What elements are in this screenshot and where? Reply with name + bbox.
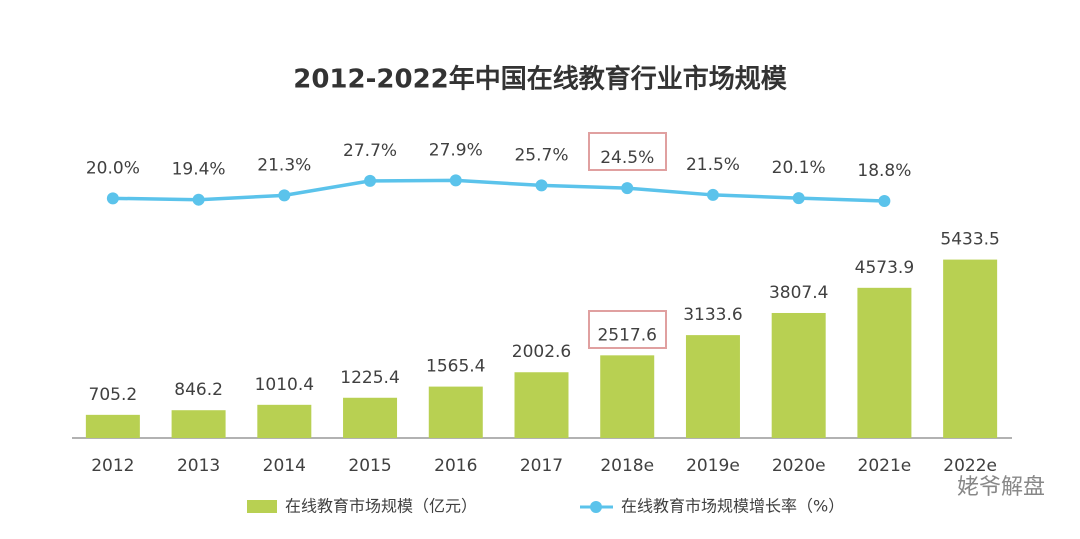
data-label: 705.2 bbox=[89, 385, 138, 405]
line-point bbox=[535, 179, 548, 192]
bar bbox=[943, 259, 998, 438]
legend-label: 在线教育市场规模增长率（%） bbox=[621, 497, 844, 516]
data-label: 18.8% bbox=[857, 161, 911, 181]
line bbox=[112, 178, 885, 203]
x-tick-label: 2013 bbox=[177, 456, 220, 476]
line-point bbox=[878, 195, 891, 208]
line-point bbox=[621, 182, 634, 195]
x-tick-label: 2021e bbox=[858, 456, 912, 476]
x-tick-label: 2016 bbox=[434, 456, 477, 476]
bar bbox=[171, 410, 226, 438]
line-point bbox=[106, 192, 119, 205]
x-tick-label: 2014 bbox=[263, 456, 306, 476]
data-label: 20.1% bbox=[772, 158, 826, 178]
bar bbox=[771, 312, 826, 438]
highlight-box bbox=[588, 310, 667, 349]
x-tick-label: 2015 bbox=[348, 456, 391, 476]
bar bbox=[343, 397, 398, 438]
line-point bbox=[706, 188, 719, 201]
bar bbox=[600, 355, 655, 438]
line-point bbox=[792, 192, 805, 205]
data-label: 1010.4 bbox=[255, 375, 314, 395]
line-point bbox=[364, 174, 377, 187]
data-label: 3133.6 bbox=[683, 305, 742, 325]
data-label: 3807.4 bbox=[769, 283, 828, 303]
x-tick-label: 2020e bbox=[772, 456, 826, 476]
legend-swatch bbox=[247, 500, 277, 513]
x-tick-label: 2022e bbox=[943, 456, 997, 476]
watermark: 姥爷解盘 bbox=[957, 475, 1045, 500]
data-label: 1225.4 bbox=[340, 368, 399, 388]
bar bbox=[685, 335, 740, 438]
data-label: 4573.9 bbox=[855, 258, 914, 278]
data-label: 19.4% bbox=[172, 160, 226, 180]
data-label: 846.2 bbox=[174, 380, 223, 400]
data-label: 5433.5 bbox=[940, 230, 999, 250]
data-label: 20.0% bbox=[86, 158, 140, 178]
line-point bbox=[192, 193, 205, 206]
chart-title: 2012-2022年中国在线教育行业市场规模 bbox=[293, 64, 788, 95]
data-label: 21.3% bbox=[257, 155, 311, 175]
bar bbox=[428, 386, 483, 438]
line-point bbox=[278, 189, 291, 202]
x-tick-label: 2019e bbox=[686, 456, 740, 476]
x-tick-label: 2017 bbox=[520, 456, 563, 476]
x-tick-label: 2018e bbox=[600, 456, 654, 476]
data-label: 2517.6 bbox=[597, 325, 656, 345]
bar bbox=[514, 372, 569, 438]
data-label: 21.5% bbox=[686, 155, 740, 175]
legend-swatch bbox=[590, 501, 602, 513]
data-label: 2002.6 bbox=[512, 342, 571, 362]
data-label: 27.7% bbox=[343, 141, 397, 161]
x-tick-label: 2012 bbox=[91, 456, 134, 476]
bar bbox=[257, 404, 312, 438]
bar bbox=[85, 414, 140, 438]
data-label: 24.5% bbox=[600, 148, 654, 168]
data-label: 1565.4 bbox=[426, 357, 485, 377]
line-point bbox=[449, 174, 462, 187]
data-label: 25.7% bbox=[514, 145, 568, 165]
highlight-box bbox=[588, 132, 667, 171]
bar bbox=[857, 287, 912, 438]
data-label: 27.9% bbox=[429, 140, 483, 160]
legend-label: 在线教育市场规模（亿元） bbox=[285, 497, 477, 516]
